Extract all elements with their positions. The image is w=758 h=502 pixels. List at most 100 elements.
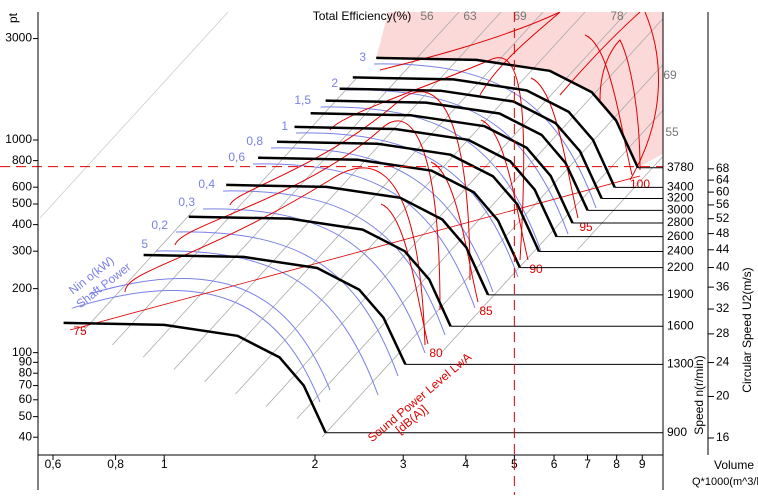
x-tick-label: 6 bbox=[551, 457, 558, 471]
x-tick-label: 3 bbox=[400, 457, 407, 471]
y-tick-label: 600 bbox=[12, 179, 32, 193]
y-tick-label: 60 bbox=[19, 392, 33, 406]
speed-label: 3780 bbox=[667, 160, 694, 174]
power-curve bbox=[59, 290, 321, 403]
sound-curve bbox=[584, 34, 633, 176]
y2-tick-label: 40 bbox=[716, 260, 730, 274]
efficiency-label: 55 bbox=[665, 125, 679, 139]
power-curve bbox=[69, 278, 331, 391]
sound-label: 90 bbox=[529, 262, 543, 276]
system-line bbox=[754, 0, 758, 470]
power-label: 1 bbox=[281, 119, 288, 133]
sound-curve bbox=[480, 119, 529, 261]
sound-label: 75 bbox=[73, 324, 87, 338]
speed-label: 3400 bbox=[667, 180, 694, 194]
system-line bbox=[55, 12, 387, 440]
sound-label: 100 bbox=[630, 177, 650, 191]
y2-tick-label: 48 bbox=[716, 226, 730, 240]
system-line bbox=[291, 12, 663, 440]
speed-curve bbox=[63, 321, 327, 434]
x-tick-label: 9 bbox=[639, 457, 646, 471]
speed-curve bbox=[376, 56, 640, 169]
speed-label: 1900 bbox=[667, 287, 694, 301]
speed-label: 1300 bbox=[667, 357, 694, 371]
y2-tick-label: 68 bbox=[716, 161, 730, 175]
y-tick-label: 400 bbox=[12, 217, 32, 231]
system-line bbox=[55, 12, 303, 440]
speed-curve bbox=[294, 125, 558, 238]
system-line bbox=[55, 12, 429, 440]
sound-axis bbox=[69, 175, 641, 331]
efficiency-label: 56 bbox=[420, 9, 434, 23]
y2-tick-label: 20 bbox=[716, 389, 730, 403]
efficiency-curve bbox=[599, 39, 641, 171]
y2-axis-label: Circular Speed U2(m/s) bbox=[740, 267, 754, 392]
power-curve bbox=[345, 89, 569, 235]
speed-label: 2200 bbox=[667, 260, 694, 274]
x-tick-label: 7 bbox=[584, 457, 591, 471]
y-tick-label: 100 bbox=[12, 345, 32, 359]
system-line bbox=[81, 12, 513, 440]
chart-title: Total Efficiency(%) bbox=[313, 9, 411, 23]
speed-curve bbox=[188, 215, 452, 327]
power-curve bbox=[295, 132, 519, 278]
power-label: 2 bbox=[331, 76, 338, 90]
system-line bbox=[55, 12, 261, 440]
diagonal-guide bbox=[39, 12, 229, 219]
efficiency-curve bbox=[559, 12, 641, 96]
y2-tick-label: 56 bbox=[716, 197, 730, 211]
speed-label: 1600 bbox=[667, 318, 694, 332]
speed-label: 2400 bbox=[667, 244, 694, 258]
y-tick-label: 300 bbox=[12, 243, 32, 257]
speed-label: 900 bbox=[667, 425, 687, 439]
speed-curve bbox=[352, 76, 616, 188]
efficiency-curve bbox=[379, 12, 561, 71]
system-line bbox=[249, 12, 663, 440]
speed-label: 3200 bbox=[667, 191, 694, 205]
y2-tick-label: 64 bbox=[716, 172, 730, 186]
y-tick-label: 70 bbox=[19, 378, 33, 392]
power-curve bbox=[222, 190, 446, 336]
power-curve bbox=[373, 63, 597, 209]
x-tick-label: 2 bbox=[312, 457, 319, 471]
power-label: 0,2 bbox=[151, 218, 168, 232]
x-tick-label: 4 bbox=[462, 457, 469, 471]
power-curve bbox=[175, 231, 399, 377]
x-tick-label: 0,8 bbox=[107, 457, 124, 471]
power-curve bbox=[252, 163, 476, 309]
y-tick-label: 1000 bbox=[5, 132, 32, 146]
power-label: 0,3 bbox=[178, 195, 195, 209]
speed-curve bbox=[276, 140, 541, 253]
efficiency-curve bbox=[629, 12, 660, 181]
efficiency-label: 63 bbox=[463, 9, 477, 23]
y2-tick-label: 32 bbox=[716, 301, 730, 315]
efficiency-curve bbox=[174, 120, 441, 311]
y2-tick-label: 60 bbox=[716, 184, 730, 198]
efficiency-label: 69 bbox=[513, 9, 527, 23]
y2-tick-label: 24 bbox=[716, 355, 730, 369]
sound-curve bbox=[380, 203, 429, 345]
power-label: 1,5 bbox=[294, 93, 311, 107]
power-label: 0,6 bbox=[228, 150, 245, 164]
speed-label: 2800 bbox=[667, 215, 694, 229]
power-curve bbox=[318, 106, 542, 252]
power-label: 0,8 bbox=[246, 134, 263, 148]
system-line bbox=[55, 12, 345, 440]
efficiency-label: 69 bbox=[663, 68, 677, 82]
speed-curve bbox=[339, 87, 603, 200]
y2-tick-label: 16 bbox=[716, 430, 730, 444]
y-axis-label: pt bbox=[6, 12, 20, 23]
sound-label: 85 bbox=[479, 304, 493, 318]
speed-label: 3000 bbox=[667, 202, 694, 216]
y2-tick-label: 44 bbox=[716, 242, 730, 256]
main-layer: 0,60,81234567894050607080901002003004005… bbox=[0, 9, 730, 495]
power-curve bbox=[155, 250, 379, 396]
sound-curve bbox=[430, 161, 479, 303]
system-line bbox=[165, 12, 597, 440]
x-tick-label: 0,6 bbox=[45, 457, 62, 471]
y-tick-label: 90 bbox=[19, 355, 33, 369]
x-tick-label: 8 bbox=[613, 457, 620, 471]
y-tick-label: 3000 bbox=[5, 31, 32, 45]
power-curve bbox=[202, 208, 426, 354]
